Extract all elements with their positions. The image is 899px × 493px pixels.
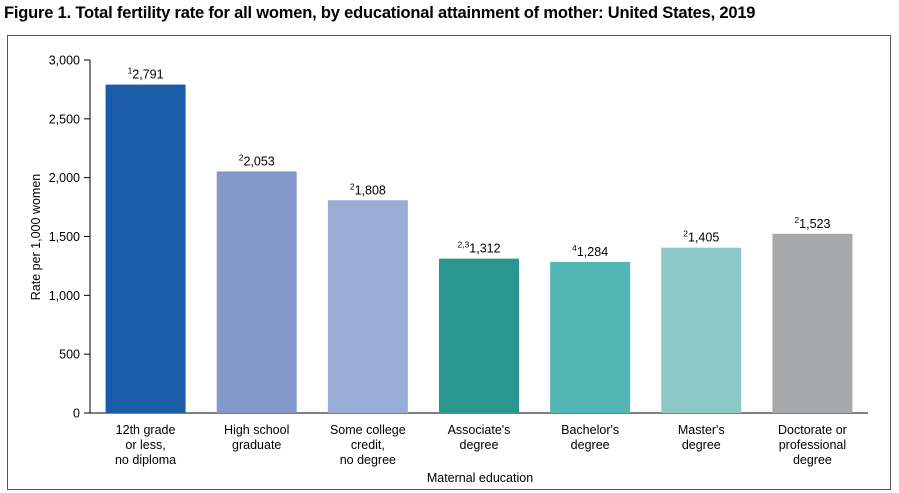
category-label: Some college (330, 423, 406, 437)
y-tick-label: 1,000 (49, 289, 80, 303)
category-label: degree (682, 438, 721, 452)
bar (661, 247, 742, 413)
value-text: 1,405 (688, 231, 719, 245)
category-label: or less, (125, 438, 165, 452)
bars (105, 84, 853, 413)
category-label: Associate's (448, 423, 511, 437)
bar-value-label: 22,053 (239, 152, 275, 168)
x-axis-label: Maternal education (427, 471, 533, 485)
bar (550, 261, 631, 413)
category-label: no degree (340, 453, 396, 467)
y-tick-label: 500 (59, 348, 80, 362)
category-label: professional (779, 438, 846, 452)
footnote-mark: 1 (128, 66, 133, 76)
y-tick-label: 0 (73, 407, 80, 421)
value-text: 1,284 (577, 245, 608, 259)
category-label: High school (224, 423, 289, 437)
bar (327, 200, 408, 413)
value-text: 1,523 (799, 217, 830, 231)
value-text: 2,053 (243, 154, 274, 168)
y-tick-label: 2,500 (49, 112, 80, 126)
bar-value-label: 2,31,312 (457, 240, 500, 256)
bar (439, 258, 519, 413)
y-tick-label: 3,000 (49, 54, 80, 68)
footnote-mark: 4 (572, 243, 577, 253)
chart-frame (7, 35, 891, 490)
bar-value-label: 21,808 (350, 181, 386, 197)
y-tick-label: 2,000 (49, 171, 80, 185)
category-label: Doctorate or (778, 423, 847, 437)
footnote-mark: 2 (683, 229, 688, 239)
footnote-mark: 2 (239, 152, 244, 162)
bar (772, 233, 853, 413)
y-axis-label: Rate per 1,000 women (29, 174, 43, 301)
category-label: Master's (678, 423, 725, 437)
footnote-mark: 2 (794, 215, 799, 225)
bar-value-label: 12,791 (128, 66, 164, 82)
value-text: 2,791 (132, 68, 163, 82)
value-text: 1,312 (469, 242, 500, 256)
bar-value-label: 21,405 (683, 229, 719, 245)
category-label: 12th grade (116, 423, 176, 437)
value-text: 1,808 (355, 183, 386, 197)
category-label: Bachelor's (561, 423, 619, 437)
bar-value-label: 21,523 (794, 215, 830, 231)
bar-value-label: 41,284 (572, 243, 608, 259)
category-label: degree (571, 438, 610, 452)
category-label: graduate (232, 438, 281, 452)
y-tick-label: 1,500 (49, 230, 80, 244)
category-label: credit, (351, 438, 385, 452)
figure-title: Figure 1. Total fertility rate for all w… (4, 4, 756, 22)
category-label: degree (793, 453, 832, 467)
category-label: no diploma (115, 453, 176, 467)
category-label: degree (460, 438, 499, 452)
bar (216, 171, 297, 413)
footnote-mark: 2,3 (457, 240, 469, 250)
bar (105, 84, 186, 413)
footnote-mark: 2 (350, 181, 355, 191)
